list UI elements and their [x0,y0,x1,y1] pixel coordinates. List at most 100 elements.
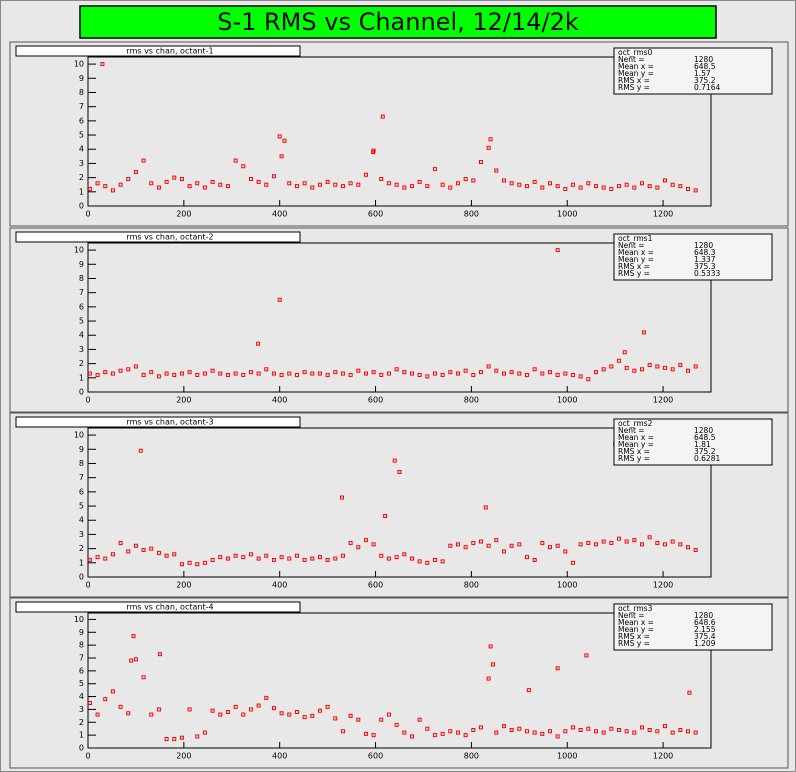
point [494,168,499,173]
point [172,737,177,741]
point [678,728,683,732]
stats-label: Mean y = [618,69,654,78]
x-tick-label: 600 [368,752,383,761]
stats-value: 648.6 [694,618,716,627]
point [488,644,493,649]
y-tick-label: 4 [79,145,84,154]
point [524,555,529,560]
point [678,542,683,547]
point [133,169,138,174]
point [164,179,169,184]
stats-label: Mean x = [618,433,654,442]
stats-value: 375.2 [694,76,716,85]
plot-frame [87,427,712,578]
point [371,542,376,547]
stats-value: 648.5 [694,62,716,71]
x-tick-label: 0 [85,581,90,590]
point [647,363,652,368]
point [609,186,614,191]
point [149,546,154,551]
stats-value: 1.209 [694,639,716,648]
y-tick-label: 4 [79,516,84,525]
point [371,150,376,155]
point [563,549,568,554]
point [678,184,683,189]
point [501,178,506,183]
point [103,556,108,561]
point [483,505,488,510]
point [494,730,499,735]
point [133,657,138,662]
point [624,182,629,187]
point [371,370,376,375]
y-tick-label: 1 [79,558,84,567]
point [655,364,660,369]
y-tick-label: 0 [79,573,84,582]
stats-label: RMS y = [618,639,650,648]
point [578,374,583,379]
x-tick-label: 1000 [557,396,577,405]
point [348,372,353,377]
point [547,370,552,375]
point [693,188,698,193]
point [584,653,589,658]
stats-label: RMS x = [618,262,650,271]
point [455,730,460,735]
y-tick-label: 5 [79,502,84,511]
point [662,724,667,729]
stats-value: 1.81 [694,440,711,449]
point [471,372,476,377]
point [687,690,692,695]
point [310,713,315,718]
point [647,184,652,189]
point [402,730,407,735]
point [509,543,514,548]
y-tick-label: 10 [74,615,84,624]
point [386,556,391,561]
point [586,540,591,545]
point [218,712,223,717]
y-tick-label: 9 [79,260,84,269]
y-tick-label: 6 [79,116,84,125]
point [310,185,315,190]
y-tick-label: 3 [79,530,84,539]
point [277,297,282,302]
point [325,372,330,377]
point [256,179,261,184]
stats-value: 1280 [694,241,713,250]
point [195,734,200,739]
point [678,363,683,368]
point [494,538,499,543]
point [371,733,376,738]
point [187,370,192,375]
point [386,181,391,186]
plot-frame [87,612,712,749]
point [363,731,368,736]
stats-box [613,418,773,466]
y-tick-label: 10 [74,246,84,255]
plot-frame [87,56,712,207]
pad: 0 200 400 600 800 1000 1200 0 1 2 3 4 5 6 7 8 9 10 rms vs … [9,597,789,769]
point [118,368,123,373]
stats-label: RMS y = [618,269,650,278]
point [95,555,100,560]
pad-title-box [15,45,301,57]
point [210,557,215,562]
point [532,557,537,562]
point [386,712,391,717]
point [241,712,246,717]
point [179,735,184,740]
x-tick-label: 400 [272,210,287,219]
y-tick-label: 6 [79,302,84,311]
point [202,730,207,735]
point [662,178,667,183]
point [524,184,529,189]
point [149,712,154,717]
point [256,371,261,376]
x-tick-label: 600 [368,581,383,590]
point [555,184,560,189]
point [593,542,598,547]
stats-value: 648.5 [694,433,716,442]
point [149,370,154,375]
point [356,368,361,373]
